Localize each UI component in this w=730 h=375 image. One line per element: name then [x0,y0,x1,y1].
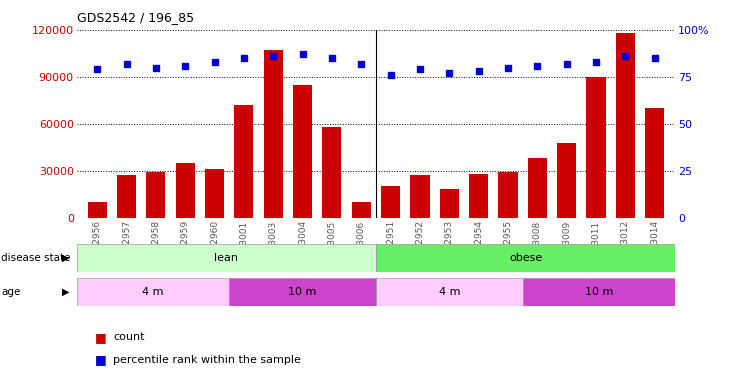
Bar [234,105,253,218]
Bar [176,163,195,218]
Text: 4 m: 4 m [142,286,164,297]
Bar [410,176,429,217]
Bar [557,142,576,218]
Bar [264,50,283,217]
Bar [117,176,136,217]
Bar [528,158,547,218]
Bar [376,278,523,306]
Bar [439,189,459,217]
Bar [88,202,107,217]
Text: lean: lean [215,253,238,263]
Bar [616,33,635,218]
Text: ■: ■ [95,354,107,366]
Text: ▶: ▶ [62,253,69,263]
Bar [77,278,229,306]
Text: GDS2542 / 196_85: GDS2542 / 196_85 [77,11,193,24]
Bar [146,172,166,217]
Bar [645,108,664,218]
Text: age: age [1,286,21,297]
Bar [469,174,488,217]
Text: ▶: ▶ [62,286,69,297]
Text: percentile rank within the sample: percentile rank within the sample [113,355,301,365]
Bar [376,244,675,272]
Bar [293,85,312,218]
Text: obese: obese [509,253,542,263]
Bar [499,172,518,217]
Bar [229,278,376,306]
Text: 10 m: 10 m [585,286,613,297]
Bar [77,244,376,272]
Bar [523,278,675,306]
Text: disease state: disease state [1,253,71,263]
Bar [586,77,606,218]
Bar [205,169,224,217]
Bar [381,186,400,218]
Text: 10 m: 10 m [288,286,317,297]
Text: ■: ■ [95,331,107,344]
Text: 4 m: 4 m [439,286,460,297]
Bar [352,202,371,217]
Bar [323,127,342,218]
Text: count: count [113,333,145,342]
